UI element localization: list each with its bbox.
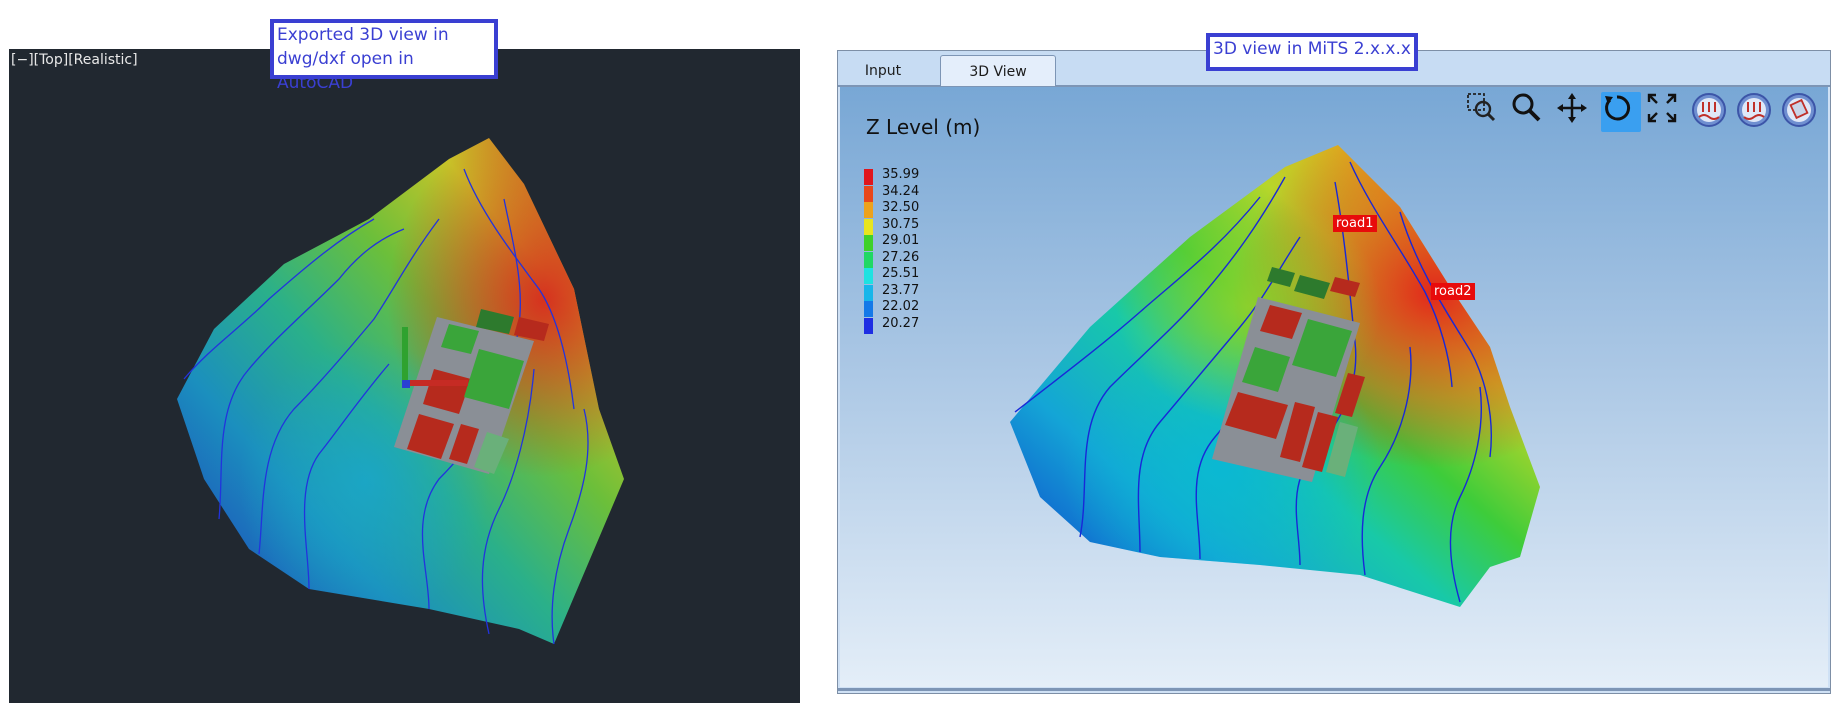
legend-value: 34.24 [882,183,920,199]
legend-value: 25.51 [882,266,920,281]
legend-swatch [864,202,873,218]
tab-input[interactable]: Input [864,63,902,79]
view-toolbar [1466,92,1826,132]
legend-value: 27.26 [882,249,920,265]
legend-value: 32.50 [882,200,920,215]
legend-value: 23.77 [882,282,920,298]
mits-window: Input 3D View [837,50,1831,694]
zoom-window-icon[interactable] [1466,92,1506,132]
view-up-icon[interactable] [1691,92,1731,132]
legend-swatch [864,235,873,251]
3d-viewport[interactable]: Z Level (m) 35.99 34.24 32.50 30.75 29.0… [840,87,1828,687]
legend-value: 30.75 [882,216,920,232]
rotate-icon[interactable] [1601,92,1641,132]
road-label-road1[interactable]: road1 [1333,215,1377,232]
legend-swatch [864,251,873,268]
callout-line-2: dwg/dxf open in AutoCAD [277,49,414,93]
legend-title: Z Level (m) [866,115,981,139]
legend-value: 22.02 [882,299,920,314]
legend-value: 29.01 [882,233,920,248]
pan-icon[interactable] [1556,92,1596,132]
legend-swatch [864,268,873,284]
legend-swatch [864,169,873,185]
zoom-icon[interactable] [1511,92,1551,132]
legend-swatch [864,218,873,235]
autocad-terrain [177,138,624,645]
autocad-viewport[interactable]: [−][Top][Realistic] [9,49,800,703]
legend-value: 20.27 [882,315,920,331]
callout-mits: 3D view in MiTS 2.x.x.x [1206,33,1418,71]
fit-view-icon[interactable] [1646,92,1686,132]
viewport-label[interactable]: [−][Top][Realistic] [11,52,138,68]
callout-line-1: Exported 3D view in [277,25,449,45]
callout-autocad: Exported 3D view in dwg/dxf open in Auto… [270,19,498,93]
view-bottom-icon[interactable] [1781,92,1821,132]
legend-value: 35.99 [882,167,920,182]
window-bottom-border [838,688,1830,691]
mits-terrain [1010,145,1540,607]
tab-3d-view[interactable]: 3D View [940,55,1056,86]
legend-swatch [864,317,873,334]
view-down-icon[interactable] [1736,92,1776,132]
legend-swatch [864,284,873,301]
legend-swatch [864,185,873,202]
legend-swatch [864,301,873,317]
road-label-road2[interactable]: road2 [1431,283,1475,300]
